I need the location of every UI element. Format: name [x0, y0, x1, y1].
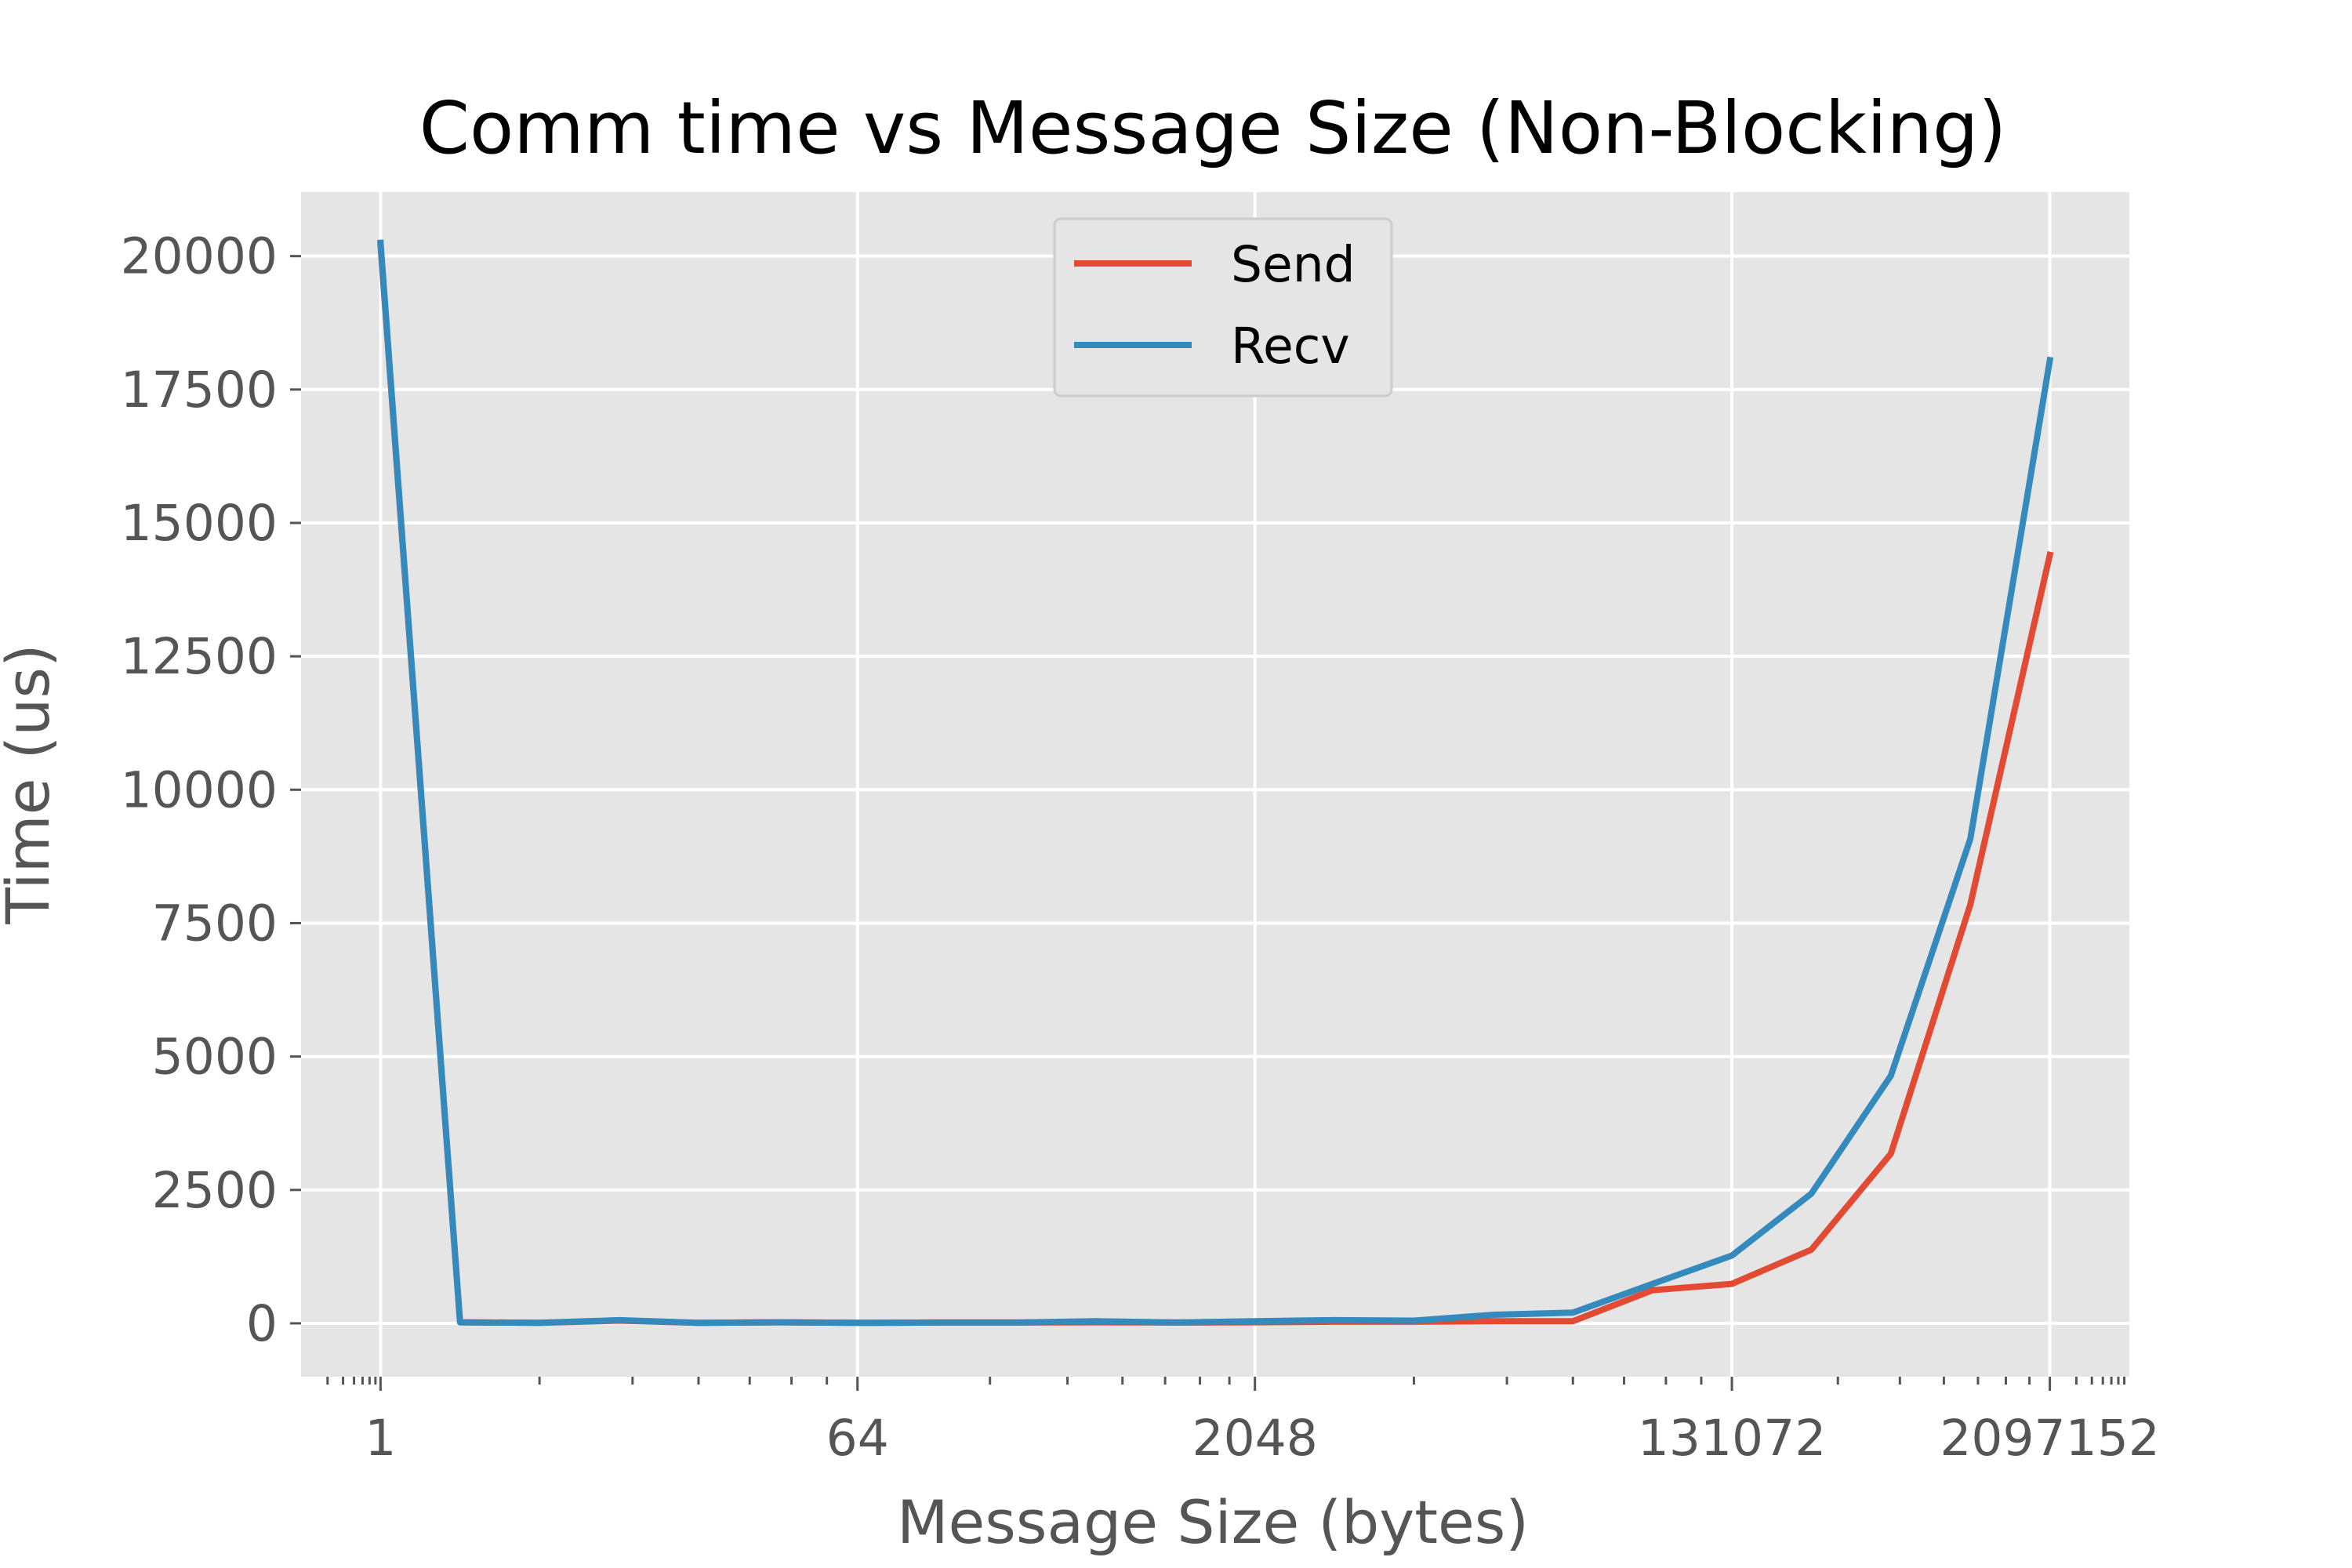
y-tick-label: 15000	[121, 495, 278, 552]
grid	[301, 192, 2129, 1377]
legend-label-send: Send	[1231, 236, 1356, 293]
y-tick-label: 5000	[152, 1029, 278, 1086]
series-layer	[377, 239, 2054, 1327]
series-line-recv	[377, 239, 2054, 1327]
x-tick-label: 131072	[1638, 1410, 1827, 1467]
x-tick-label: 2048	[1192, 1410, 1318, 1467]
y-tick-label: 10000	[121, 761, 278, 818]
y-axis-label: Time (us)	[0, 644, 63, 924]
x-tick-label: 1	[365, 1410, 396, 1467]
chart-title: Comm time vs Message Size (Non-Blocking)	[419, 86, 2007, 170]
x-tick-label: 64	[826, 1410, 889, 1467]
legend-label-recv: Recv	[1231, 318, 1350, 375]
y-tick-label: 7500	[152, 895, 278, 952]
y-tick-label: 12500	[121, 628, 278, 685]
y-tick-label: 20000	[121, 228, 278, 285]
x-axis-label: Message Size (bytes)	[897, 1487, 1529, 1557]
y-tick-label: 2500	[152, 1162, 278, 1219]
legend: Send Recv	[1053, 217, 1393, 397]
y-tick-label: 0	[246, 1295, 278, 1352]
x-tick-label: 2097152	[1940, 1410, 2160, 1467]
y-tick-label: 17500	[121, 361, 278, 419]
axis-ticks: 0 2500 5000 7500 10000 12500 15000 17500 20000 1 6…	[121, 228, 2160, 1467]
